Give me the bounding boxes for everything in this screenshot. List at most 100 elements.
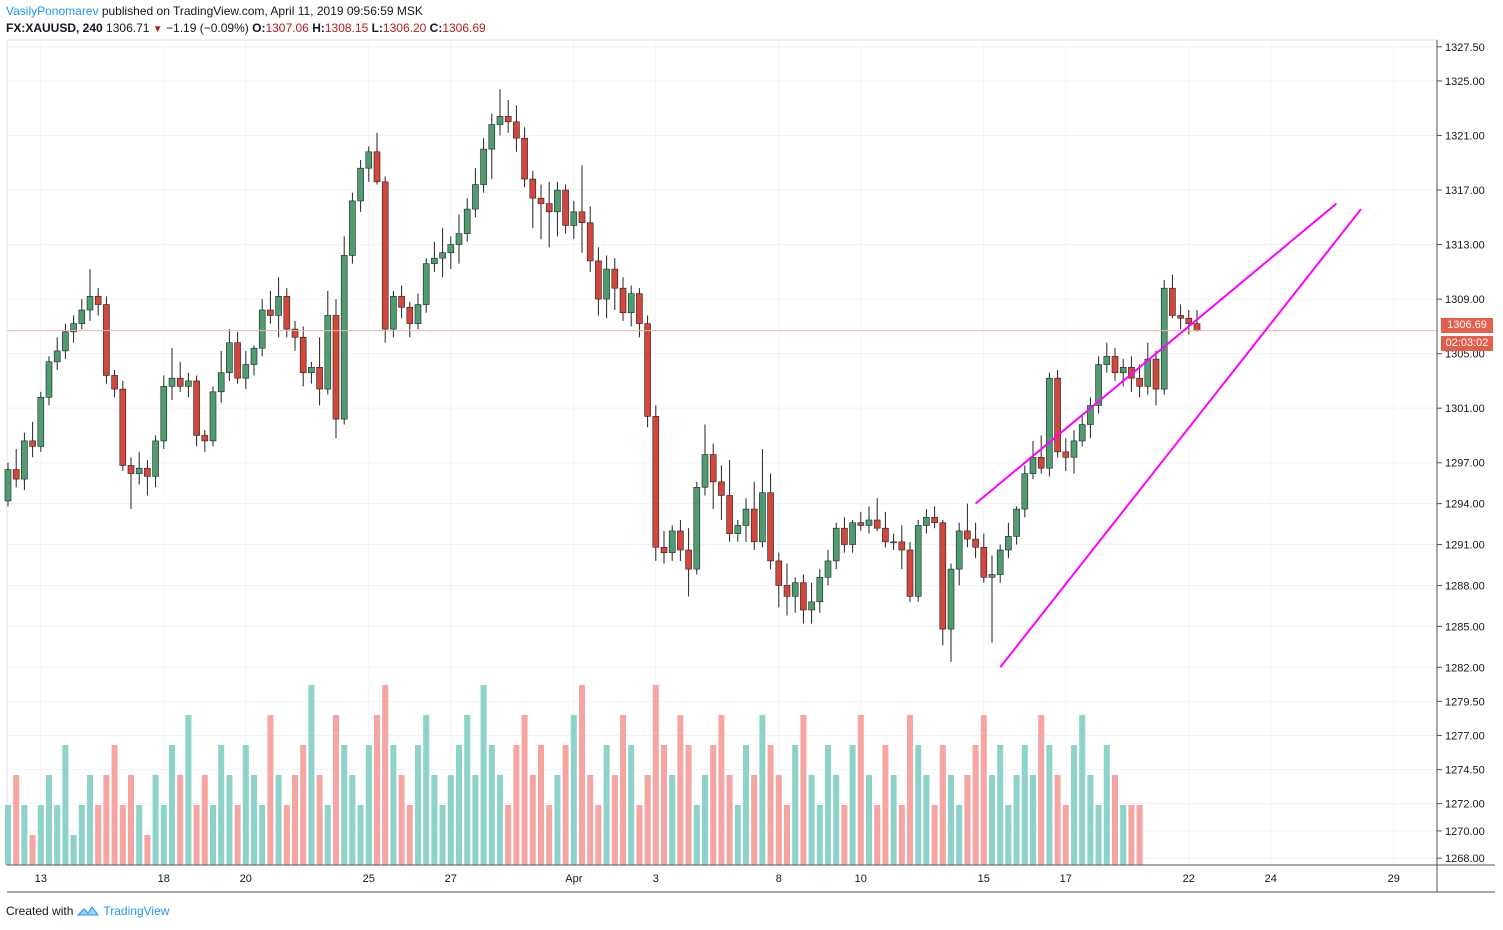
low-value: 1306.20 — [382, 21, 427, 35]
volume-bar — [488, 745, 495, 865]
x-tick-label: 3 — [653, 873, 659, 885]
tradingview-brand-link[interactable]: TradingView — [103, 904, 170, 918]
candle-body — [45, 361, 53, 398]
symbol-label[interactable]: FX:XAUUSD, 240 — [6, 21, 103, 35]
candle-body — [201, 435, 209, 442]
candle-body — [570, 211, 578, 226]
candle-body — [234, 342, 241, 379]
candle-body — [808, 601, 815, 611]
candle-body — [488, 124, 496, 150]
volume-bar — [300, 745, 307, 865]
candle-body — [480, 148, 487, 185]
candle-body — [677, 530, 684, 551]
volume-bar — [1013, 775, 1020, 865]
candle-body — [160, 386, 168, 442]
volume-bar — [505, 805, 512, 865]
candlesticks — [4, 89, 1201, 662]
volume-bar — [808, 775, 815, 865]
candle-body — [414, 304, 422, 324]
candle-body — [152, 440, 159, 477]
candle-body — [455, 233, 463, 245]
candle-body — [693, 486, 701, 570]
channel-upper — [974, 202, 1338, 505]
candle-body — [406, 306, 414, 324]
candle-body — [824, 560, 832, 578]
candle-body — [103, 304, 110, 376]
volume-bar — [46, 775, 52, 865]
y-tick-label: 1279.50 — [1445, 696, 1485, 708]
volume-bar — [431, 775, 438, 865]
high-value: 1308.15 — [324, 21, 369, 35]
candle-body — [324, 315, 332, 390]
candle-body — [832, 527, 840, 562]
candle-body — [144, 467, 151, 477]
candle-body — [906, 549, 914, 597]
candle-body — [439, 252, 446, 259]
candle-body — [603, 268, 610, 300]
candle-body — [742, 508, 750, 526]
candle-body — [70, 323, 77, 333]
volume-bar — [792, 745, 799, 865]
candle-body — [980, 546, 988, 578]
volume-bar — [726, 775, 733, 865]
open-value: 1307.06 — [265, 21, 309, 35]
volume-bar — [652, 685, 659, 865]
volume-bar — [95, 805, 102, 865]
candle-body — [759, 492, 766, 543]
volume-bar — [447, 775, 454, 865]
candle-body — [168, 377, 176, 387]
candle-body — [29, 440, 36, 447]
candle-body — [283, 296, 291, 330]
bar-countdown-tag: 02:03:02 — [1441, 336, 1493, 351]
candle-body — [185, 380, 192, 387]
y-tick-label: 1282.00 — [1445, 662, 1485, 674]
volume-bar — [890, 775, 897, 865]
volume-bar — [128, 775, 134, 865]
volume-bar — [439, 805, 446, 865]
candle-body — [1111, 356, 1119, 374]
volume-bar — [464, 715, 471, 865]
candle-body — [775, 560, 783, 586]
candle-body — [12, 469, 20, 480]
volume-bar — [702, 775, 708, 865]
down-arrow-icon: ▼ — [152, 24, 163, 35]
volume-bar — [1095, 805, 1102, 865]
candle-body — [767, 492, 774, 562]
created-with-label: Created with — [6, 904, 74, 918]
x-tick-label: 22 — [1183, 873, 1195, 885]
y-tick-label: 1288.00 — [1445, 580, 1485, 592]
candle-body — [127, 465, 135, 474]
candle-body — [1046, 377, 1053, 469]
volume-bar — [242, 745, 249, 865]
volume-bar — [603, 745, 610, 865]
volume-bar — [324, 805, 331, 865]
ohlc-legend: FX:XAUUSD, 240 1306.71 ▼ −1.19 (−0.09%) … — [6, 21, 486, 35]
drawings[interactable] — [7, 202, 1437, 668]
candle-body — [988, 574, 996, 578]
volume-bar — [1030, 775, 1036, 865]
volume-bar — [562, 745, 569, 865]
candle-body — [275, 296, 282, 316]
volume-bar — [1021, 745, 1028, 865]
candle-body — [1119, 366, 1127, 374]
volume-bar — [825, 745, 831, 865]
y-tick-label: 1277.00 — [1445, 730, 1485, 742]
volume-bar — [611, 775, 618, 865]
y-tick-label: 1285.00 — [1445, 621, 1485, 633]
volume-bar — [423, 715, 430, 865]
volume-bar — [201, 775, 208, 865]
candle-body — [636, 293, 643, 324]
candle-body — [545, 203, 553, 213]
y-tick-label: 1305.00 — [1445, 349, 1485, 361]
volume-bar — [734, 805, 741, 865]
volume-bar — [54, 805, 61, 865]
candle-body — [996, 549, 1004, 575]
candle-body — [135, 467, 143, 474]
volume-bar — [210, 805, 216, 865]
y-tick-label: 1317.00 — [1445, 185, 1485, 197]
candle-body — [1103, 356, 1111, 365]
candle-body — [619, 287, 627, 314]
candle-body — [865, 519, 873, 526]
author-link[interactable]: VasilyPonomarev — [6, 4, 99, 18]
